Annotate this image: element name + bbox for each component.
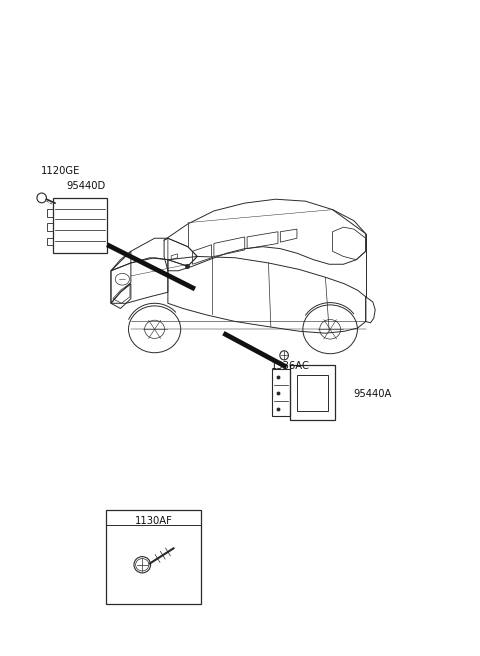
Bar bbox=[47, 237, 53, 245]
Text: 95440D: 95440D bbox=[67, 181, 106, 191]
Bar bbox=[47, 223, 53, 231]
Bar bbox=[272, 369, 290, 417]
Bar bbox=[53, 198, 107, 253]
Bar bbox=[297, 375, 328, 411]
Bar bbox=[290, 365, 335, 420]
Bar bbox=[47, 209, 53, 216]
Text: 95440A: 95440A bbox=[354, 390, 392, 400]
Text: 1130AF: 1130AF bbox=[135, 516, 173, 526]
Text: 1336AC: 1336AC bbox=[271, 361, 310, 371]
Text: 1120GE: 1120GE bbox=[41, 165, 80, 176]
Bar bbox=[106, 510, 201, 604]
